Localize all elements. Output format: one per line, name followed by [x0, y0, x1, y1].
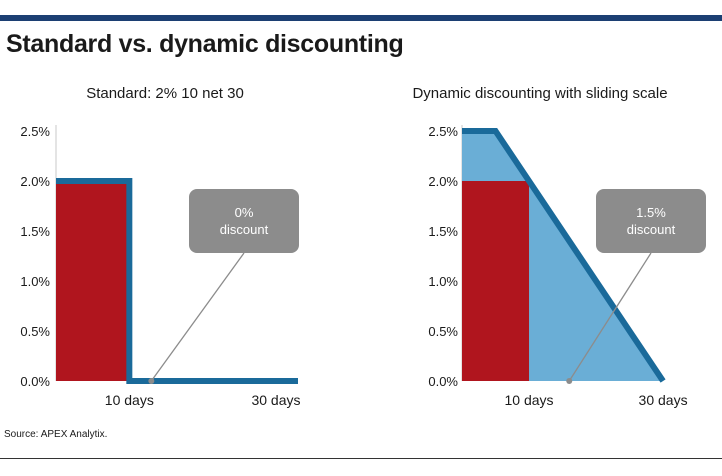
chart2-y-tick: 1.0% — [428, 274, 458, 289]
chart1-callout-line1: 0% — [235, 205, 254, 220]
chart1-callout-leader — [150, 252, 245, 382]
chart1-callout-box — [189, 189, 299, 253]
chart1-y-tick: 0.0% — [20, 374, 50, 389]
top-rule — [0, 15, 722, 21]
chart2-callout-line2: discount — [627, 222, 676, 237]
chart2-callout-leader — [568, 252, 652, 382]
chart1-title: Standard: 2% 10 net 30 — [86, 85, 244, 102]
chart2-callout-box — [596, 189, 706, 253]
chart1-y-tick: 1.0% — [20, 274, 50, 289]
chart2-y-tick: 0.5% — [428, 324, 458, 339]
chart2-y-tick: 2.5% — [428, 124, 458, 139]
chart2-callout-dot — [566, 378, 573, 384]
chart1-callout-line2: discount — [220, 222, 269, 237]
chart1-series-line — [56, 178, 298, 384]
page-title: Standard vs. dynamic discounting — [6, 30, 404, 58]
chart2-y-tick: 0.0% — [428, 374, 458, 389]
chart2-y-tick: 2.0% — [428, 174, 458, 189]
chart1-x-tick: 10 days — [105, 392, 154, 408]
source-note: Source: APEX Analytix. — [4, 429, 108, 440]
chart1-y-tick: 2.0% — [20, 174, 50, 189]
chart2-callout-line1: 1.5% — [636, 205, 666, 220]
bottom-rule — [0, 458, 722, 459]
chart2-bar — [462, 181, 530, 381]
chart1-y-tick: 1.5% — [20, 224, 50, 239]
chart2-x-tick: 30 days — [639, 392, 688, 408]
chart1-y-tick: 2.5% — [20, 124, 50, 139]
chart2-series-line — [462, 128, 666, 383]
chart2-y-tick: 1.5% — [428, 224, 458, 239]
chart1-callout-dot — [148, 378, 155, 384]
chart1-y-tick: 0.5% — [20, 324, 50, 339]
chart1-x-tick: 30 days — [251, 392, 300, 408]
chart1-bar — [56, 181, 130, 381]
chart2-x-tick: 10 days — [505, 392, 554, 408]
chart2-title: Dynamic discounting with sliding scale — [412, 85, 667, 102]
